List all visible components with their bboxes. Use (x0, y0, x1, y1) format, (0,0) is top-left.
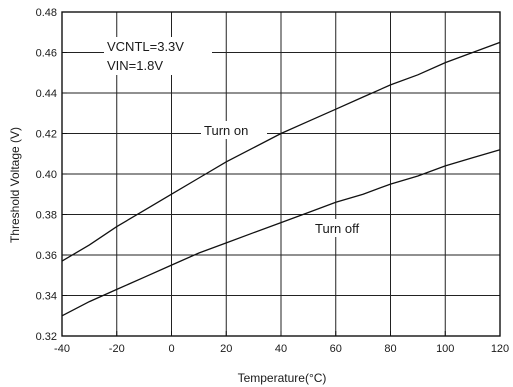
y-tick-label: 0.40 (36, 169, 57, 181)
y-tick-label: 0.32 (36, 331, 57, 343)
y-tick-label: 0.34 (36, 291, 57, 303)
series-line-turn-off (61, 149, 501, 317)
y-tick-label: 0.48 (36, 7, 57, 19)
x-tick-label: 60 (330, 343, 342, 355)
y-tick-label: 0.44 (36, 88, 57, 100)
conditions-box (104, 37, 212, 75)
x-tick-labels: -40 -20 0 20 40 60 80 100 120 (54, 343, 509, 355)
series-label-turn-off: Turn off (315, 221, 359, 236)
condition-vin: VIN=1.8V (107, 58, 163, 73)
series-label-turn-on: Turn on (204, 123, 248, 138)
y-tick-labels: 0.32 0.34 0.36 0.38 0.40 0.42 0.44 0.46 0.48 (36, 7, 57, 343)
x-tick-label: 20 (220, 343, 232, 355)
x-tick-label: 40 (275, 343, 287, 355)
plot-frame (61, 11, 501, 337)
x-axis-title: Temperature(°C) (238, 371, 327, 385)
series-label-turn-off-bg (312, 219, 374, 237)
x-tick-label: -20 (109, 343, 125, 355)
x-tick-label: 120 (491, 343, 509, 355)
y-tick-label: 0.38 (36, 210, 57, 222)
y-tick-label: 0.36 (36, 250, 57, 262)
series-label-turn-on-bg (201, 121, 267, 139)
x-tick-label: 80 (384, 343, 396, 355)
condition-vcntl: VCNTL=3.3V (107, 39, 184, 54)
x-tick-label: -40 (54, 343, 70, 355)
y-axis-title: Threshold Voltage (V) (8, 127, 22, 243)
series-lines (61, 41, 501, 317)
y-tick-label: 0.46 (36, 48, 57, 60)
y-tick-label: 0.42 (36, 129, 57, 141)
x-tick-label: 0 (168, 343, 174, 355)
series-line-turn-on (61, 41, 501, 262)
x-tick-label: 100 (436, 343, 454, 355)
